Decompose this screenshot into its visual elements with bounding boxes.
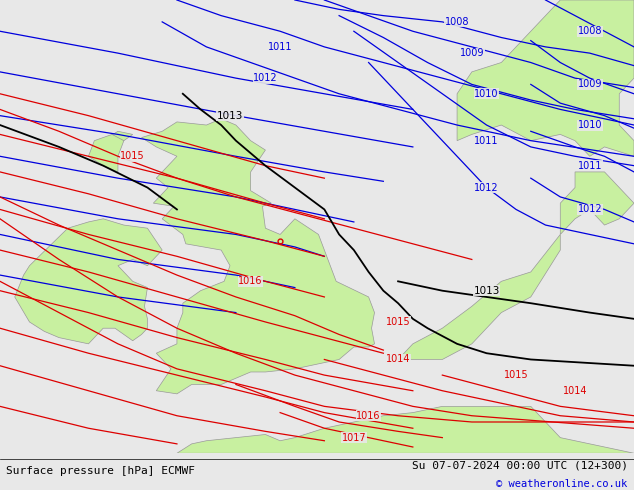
Text: 1016: 1016 bbox=[238, 276, 263, 286]
Text: 1009: 1009 bbox=[460, 48, 484, 58]
Polygon shape bbox=[103, 131, 133, 147]
Text: Su 07-07-2024 00:00 UTC (12+300): Su 07-07-2024 00:00 UTC (12+300) bbox=[411, 461, 628, 470]
Polygon shape bbox=[177, 406, 634, 453]
Text: 1015: 1015 bbox=[504, 370, 528, 380]
Polygon shape bbox=[398, 234, 560, 360]
Text: 1011: 1011 bbox=[474, 136, 499, 146]
Text: © weatheronline.co.uk: © weatheronline.co.uk bbox=[496, 479, 628, 489]
Text: 1012: 1012 bbox=[253, 73, 278, 83]
Text: 1013: 1013 bbox=[474, 286, 500, 295]
Text: 1017: 1017 bbox=[342, 433, 366, 442]
Polygon shape bbox=[141, 119, 375, 394]
Text: 1015: 1015 bbox=[385, 317, 410, 327]
Text: 1010: 1010 bbox=[578, 120, 602, 130]
Text: 1012: 1012 bbox=[474, 183, 499, 193]
Text: 1011: 1011 bbox=[268, 42, 292, 52]
Polygon shape bbox=[89, 134, 124, 172]
Text: Surface pressure [hPa] ECMWF: Surface pressure [hPa] ECMWF bbox=[6, 466, 195, 476]
Text: 1013: 1013 bbox=[217, 111, 243, 121]
Text: 1008: 1008 bbox=[445, 17, 469, 27]
Text: 1015: 1015 bbox=[120, 151, 145, 161]
Polygon shape bbox=[457, 0, 634, 156]
Text: 1012: 1012 bbox=[578, 204, 602, 215]
Polygon shape bbox=[560, 172, 634, 234]
Text: 1014: 1014 bbox=[386, 354, 410, 365]
Text: 1016: 1016 bbox=[356, 411, 381, 421]
Text: 1009: 1009 bbox=[578, 79, 602, 89]
Polygon shape bbox=[15, 219, 162, 344]
Text: 1010: 1010 bbox=[474, 89, 499, 99]
Text: 1008: 1008 bbox=[578, 26, 602, 36]
Text: 1014: 1014 bbox=[563, 386, 587, 396]
Text: 1011: 1011 bbox=[578, 161, 602, 171]
